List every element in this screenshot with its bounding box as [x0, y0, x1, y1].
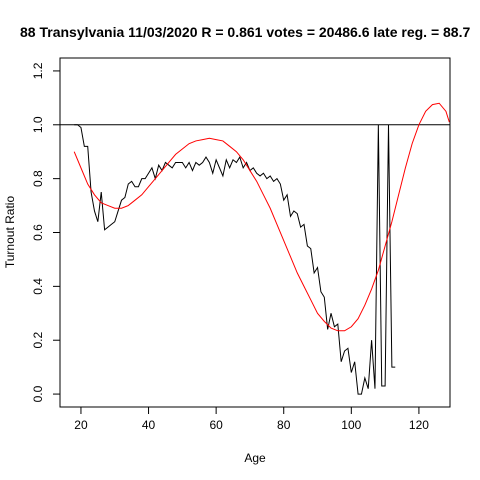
y-tick-label: 1.2	[31, 62, 45, 79]
x-tick-label: 40	[142, 418, 156, 432]
series-line	[73, 102, 450, 332]
y-tick-label: 0.8	[31, 170, 45, 187]
x-tick-label: 120	[409, 418, 429, 432]
x-tick-label: 20	[74, 418, 88, 432]
y-tick-label: 0.4	[31, 278, 45, 295]
x-tick-label: 60	[209, 418, 223, 432]
x-axis-label: Age	[244, 451, 266, 465]
x-tick-label: 80	[277, 418, 291, 432]
y-tick-label: 0.0	[31, 385, 45, 402]
chart-title: 88 Transylvania 11/03/2020 R = 0.861 vot…	[20, 24, 470, 40]
y-tick-label: 0.2	[31, 332, 45, 349]
series-line	[74, 124, 396, 395]
y-tick-label: 0.6	[31, 224, 45, 241]
x-tick-label: 100	[341, 418, 361, 432]
y-axis-label: Turnout Ratio	[3, 196, 17, 269]
y-tick-label: 1.0	[31, 116, 45, 133]
